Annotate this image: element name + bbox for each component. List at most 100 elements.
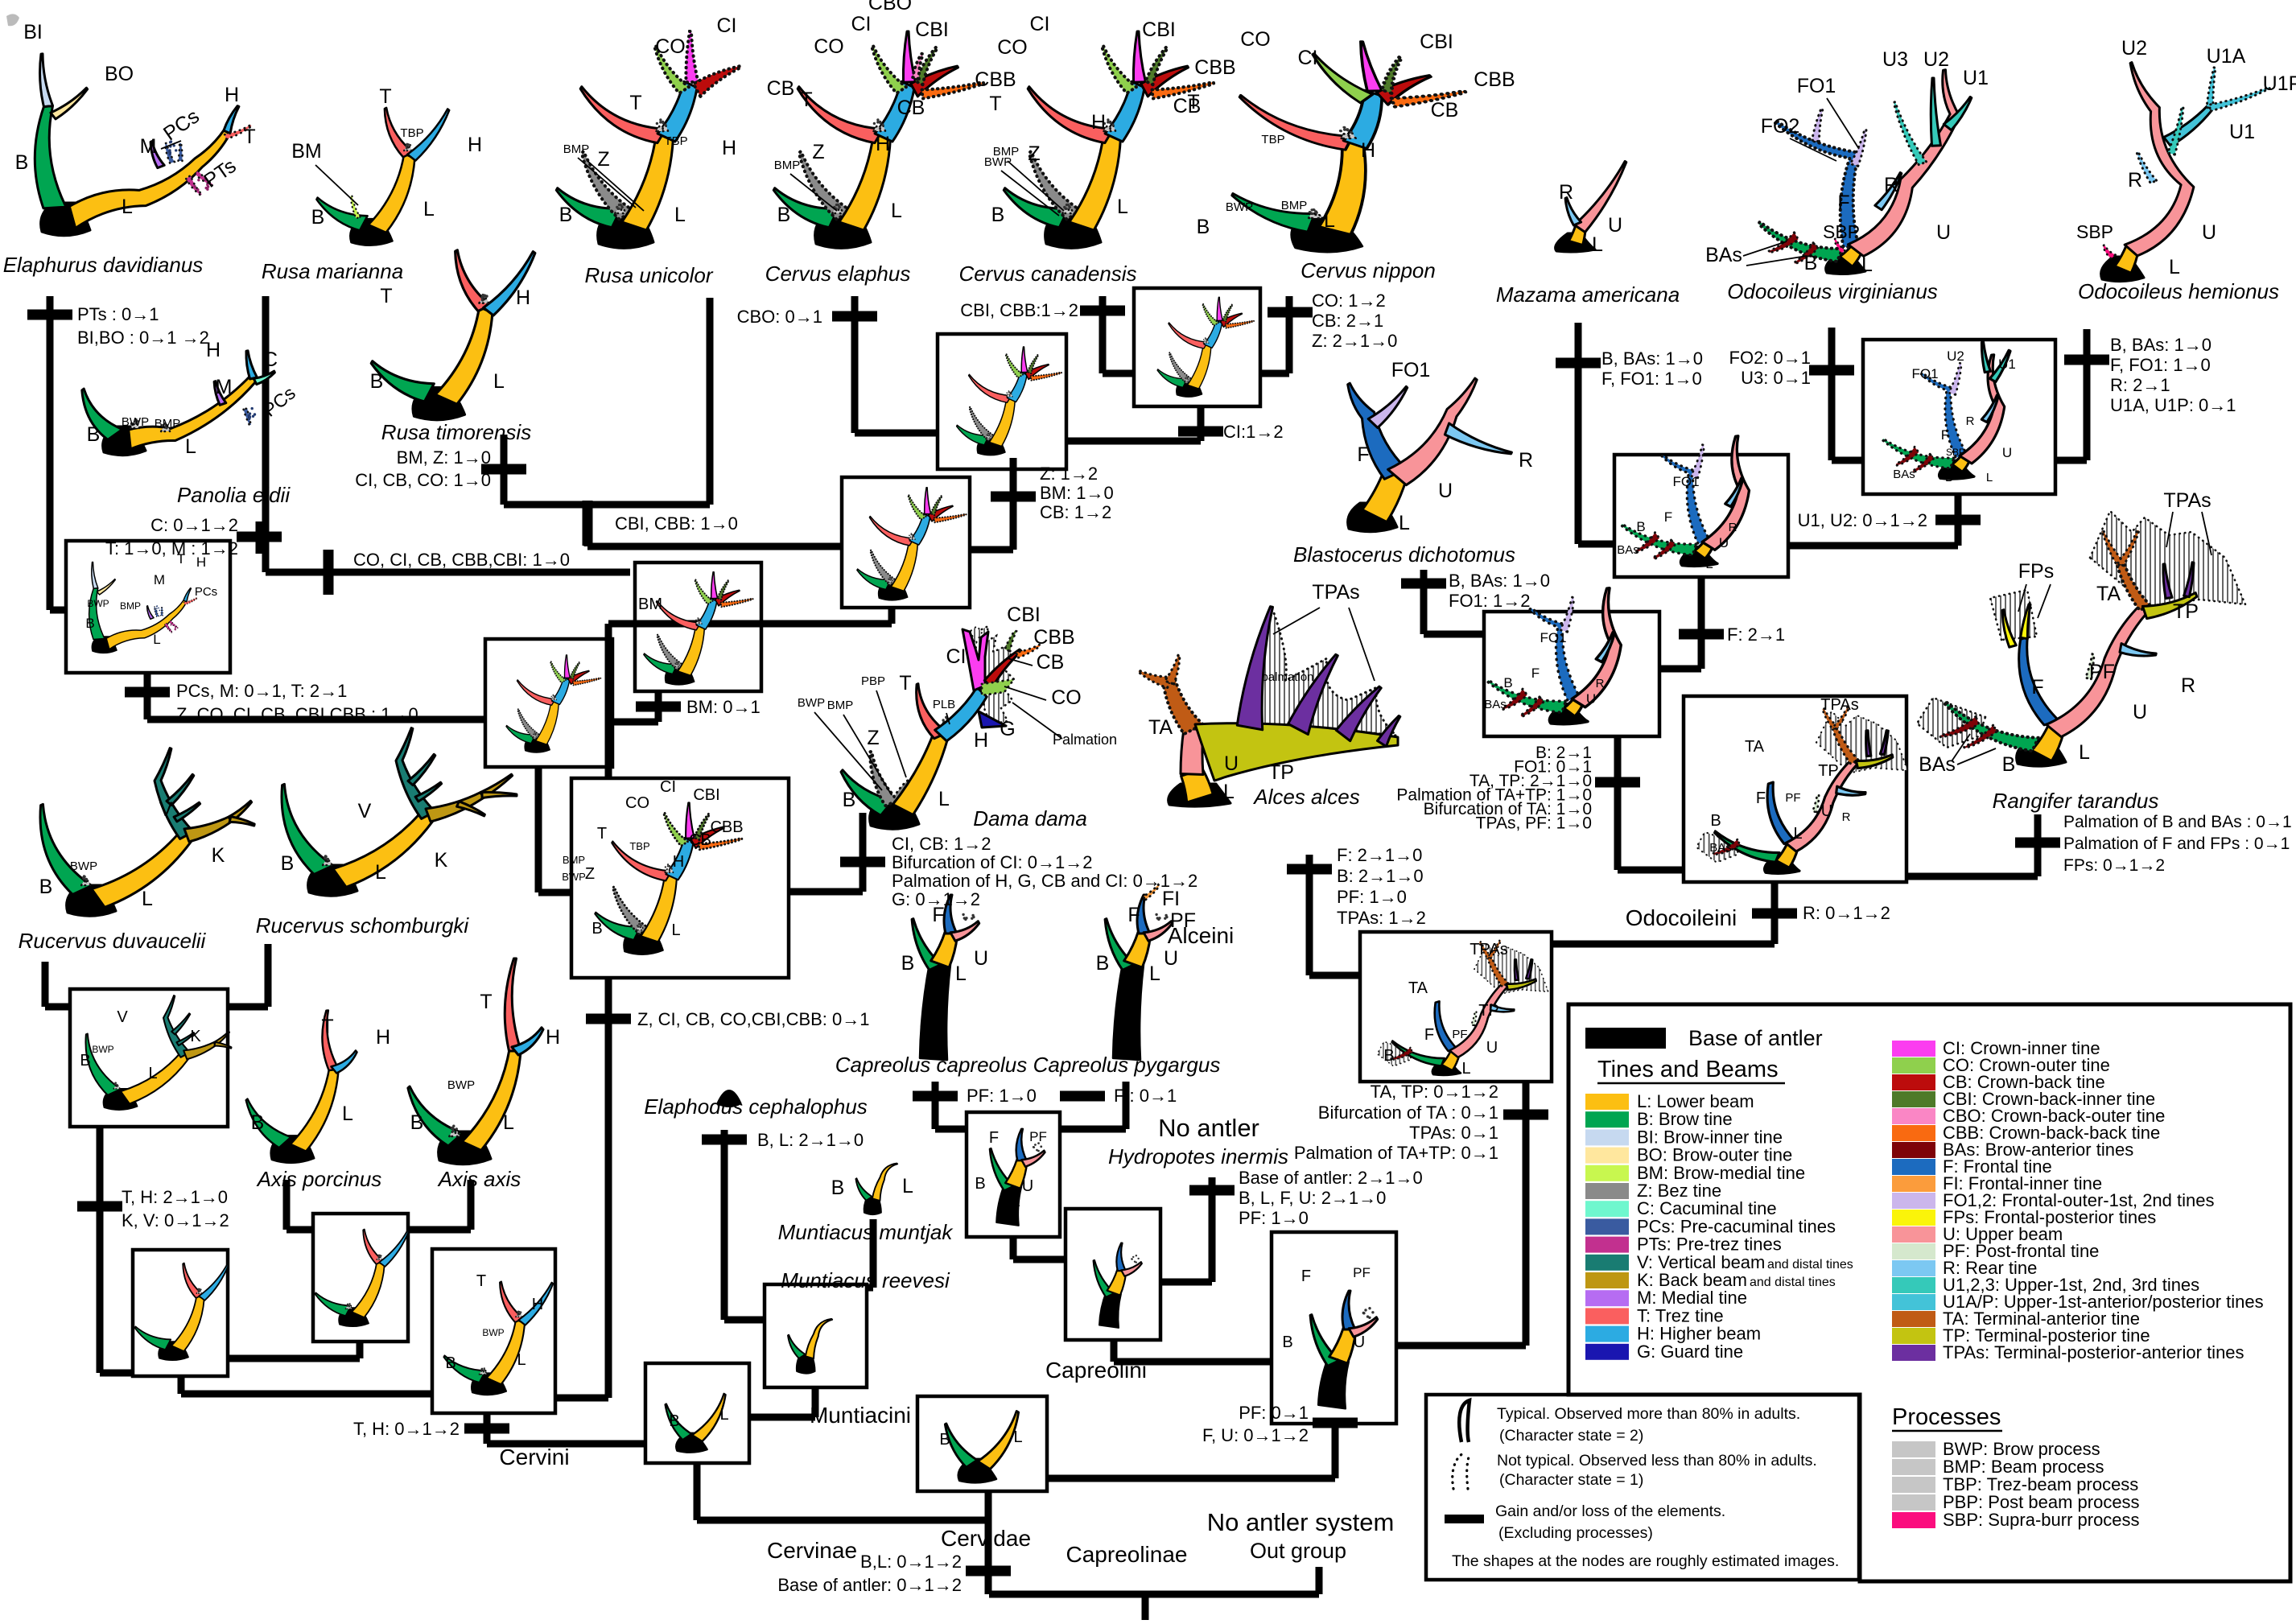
svg-text:B: B <box>251 1111 265 1134</box>
svg-text:CI: CI <box>1298 47 1318 69</box>
svg-text:L: L <box>375 861 386 884</box>
svg-text:U: U <box>1821 802 1832 820</box>
svg-text:Hydropotes inermis: Hydropotes inermis <box>1108 1144 1288 1169</box>
svg-text:Z: 1→2: Z: 1→2 <box>1040 464 1098 484</box>
svg-text:B, BAs: 1→0: B, BAs: 1→0 <box>2110 335 2211 355</box>
svg-text:U1: U1 <box>2229 121 2255 143</box>
svg-text:B: B <box>87 423 101 446</box>
svg-text:F, FO1: 1→0: F, FO1: 1→0 <box>2110 355 2211 375</box>
svg-text:M: M <box>154 572 165 587</box>
svg-text:B: B <box>1710 812 1721 830</box>
svg-text:BWP: Brow process: BWP: Brow process <box>1943 1439 2100 1459</box>
svg-text:U: U <box>1936 221 1951 244</box>
svg-text:TA: TA <box>2096 583 2121 605</box>
svg-text:PCs: Pre-cacuminal tines: PCs: Pre-cacuminal tines <box>1637 1216 1836 1236</box>
svg-text:Odocoileini: Odocoileini <box>1626 905 1737 930</box>
svg-text:V: Vertical beam: V: Vertical beam <box>1637 1252 1765 1272</box>
svg-text:B: B <box>410 1111 424 1134</box>
svg-text:CO: CO <box>1051 686 1082 709</box>
svg-text:Axis porcinus: Axis porcinus <box>256 1167 382 1191</box>
svg-text:T: T <box>480 991 492 1013</box>
svg-text:B: B <box>592 920 602 938</box>
svg-text:BMP: BMP <box>120 600 141 612</box>
svg-text:CB: CB <box>1431 99 1459 122</box>
svg-text:Panolia eldii: Panolia eldii <box>177 483 291 507</box>
svg-text:C: 0→1→2: C: 0→1→2 <box>150 515 238 535</box>
svg-text:FPs: 0→1→2: FPs: 0→1→2 <box>2063 856 2165 875</box>
svg-text:BWP: BWP <box>87 598 109 609</box>
svg-text:No antler system: No antler system <box>1207 1508 1395 1536</box>
svg-text:B: B <box>939 1431 950 1449</box>
svg-text:BI: BI <box>23 21 43 43</box>
svg-text:PBP: PBP <box>861 674 885 688</box>
svg-text:Bifurcation of TA: 1→0: Bifurcation of TA: 1→0 <box>1424 800 1592 818</box>
svg-text:R: R <box>1729 521 1737 534</box>
svg-text:R: R <box>1559 181 1573 204</box>
svg-text:L: L <box>122 196 133 218</box>
svg-text:U: U <box>1354 1333 1365 1351</box>
svg-text:Z: Z <box>585 865 595 883</box>
svg-text:SBP: SBP <box>1823 221 1860 242</box>
svg-text:TA: TA <box>1408 979 1428 997</box>
svg-text:L: L <box>1399 512 1410 534</box>
svg-text:FO1: 0→1: FO1: 0→1 <box>1514 758 1592 777</box>
svg-text:T: T <box>243 126 255 148</box>
svg-text:CO: 1→2: CO: 1→2 <box>1312 291 1386 311</box>
svg-text:B: B <box>831 1177 845 1199</box>
svg-text:L: L <box>153 632 160 647</box>
svg-text:CBI: Crown-back-inner tine: CBI: Crown-back-inner tine <box>1943 1089 2155 1109</box>
svg-text:U: U <box>1586 691 1596 707</box>
svg-text:B: B <box>1503 675 1512 690</box>
svg-text:L: Lower beam: L: Lower beam <box>1637 1091 1754 1111</box>
svg-text:B: B <box>1282 1333 1292 1351</box>
svg-text:U: U <box>1486 1039 1498 1057</box>
svg-text:PTs : 0→1: PTs : 0→1 <box>77 304 159 324</box>
svg-text:M: Medial tine: M: Medial tine <box>1637 1288 1747 1308</box>
svg-text:B: B <box>901 952 915 975</box>
svg-text:BM: BM <box>638 596 662 613</box>
svg-text:H: H <box>532 1296 543 1313</box>
svg-text:U: U <box>1164 947 1178 970</box>
svg-text:T: T <box>177 551 185 567</box>
svg-text:B: B <box>85 616 94 631</box>
svg-text:CI: CI <box>660 778 676 796</box>
svg-text:Rusa unicolor: Rusa unicolor <box>585 263 714 287</box>
svg-text:F: F <box>1301 1267 1311 1285</box>
svg-text:CBB: CBB <box>1033 626 1074 649</box>
svg-text:L: L <box>423 198 435 221</box>
svg-text:TPAs: Terminal-posterior-anter: TPAs: Terminal-posterior-anterior tines <box>1943 1342 2244 1362</box>
svg-text:Capreolinae: Capreolinae <box>1066 1542 1188 1567</box>
svg-text:Cervus nippon: Cervus nippon <box>1301 258 1436 282</box>
svg-text:F: F <box>1941 427 1949 443</box>
svg-text:TPAs: TPAs <box>1470 941 1507 958</box>
svg-text:Z, CO, CI, CB, CBI,CBB : 1→0: Z, CO, CI, CB, CBI,CBB : 1→0 <box>176 704 418 724</box>
svg-text:(Character state = 1): (Character state = 1) <box>1499 1471 1643 1489</box>
svg-text:CB: CB <box>689 831 711 849</box>
svg-text:CBO: Crown-back-outer tine: CBO: Crown-back-outer tine <box>1943 1106 2165 1126</box>
svg-text:F: F <box>1531 666 1540 681</box>
svg-text:Elaphodus cephalophus: Elaphodus cephalophus <box>644 1094 868 1119</box>
svg-text:CO: CO <box>814 35 844 58</box>
svg-text:BAs: BAs <box>1893 468 1915 481</box>
svg-text:CI: Crown-inner tine: CI: Crown-inner tine <box>1943 1038 2100 1058</box>
svg-text:FPs: Frontal-posterior tines: FPs: Frontal-posterior tines <box>1943 1207 2156 1227</box>
svg-text:PF: 1→0: PF: 1→0 <box>1239 1208 1309 1228</box>
svg-text:Palmation of TA+TP: 1→0: Palmation of TA+TP: 1→0 <box>1396 786 1592 805</box>
svg-text:Cervidae: Cervidae <box>941 1526 1031 1551</box>
svg-text:FO2: 0→1: FO2: 0→1 <box>1729 348 1811 368</box>
svg-text:B: B <box>311 206 325 229</box>
svg-text:FO1: FO1 <box>1797 75 1836 97</box>
svg-text:L: L <box>148 1065 157 1082</box>
svg-text:F: F <box>1756 789 1766 807</box>
svg-text:H: H <box>546 1026 560 1049</box>
svg-text:FO1: FO1 <box>1672 474 1699 489</box>
svg-text:SBP: Supra-burr process: SBP: Supra-burr process <box>1943 1510 2140 1530</box>
svg-text:T, H: 2→1→0: T, H: 2→1→0 <box>122 1187 228 1207</box>
svg-text:TPAs: TPAs <box>1312 581 1359 604</box>
svg-text:BAs: Brow-anterior tines: BAs: Brow-anterior tines <box>1943 1140 2133 1160</box>
svg-text:B, BAs: 1→0: B, BAs: 1→0 <box>1449 571 1550 591</box>
svg-text:BM: BM <box>291 140 322 163</box>
svg-text:TBP: TBP <box>664 134 687 148</box>
svg-text:Dama dama: Dama dama <box>973 806 1087 831</box>
svg-text:Bifurcation of TA : 0→1: Bifurcation of TA : 0→1 <box>1318 1103 1498 1123</box>
